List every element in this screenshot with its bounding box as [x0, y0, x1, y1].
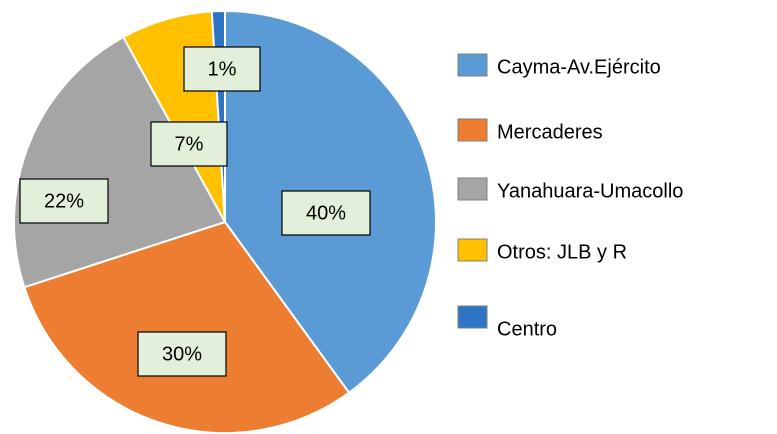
legend-swatch — [457, 238, 488, 262]
data-label-box — [150, 121, 228, 167]
legend-label: Yanahuara-Umacollo — [497, 180, 683, 202]
data-label: 30% — [162, 343, 202, 365]
data-label: 22% — [44, 190, 84, 212]
pie-slice — [13, 35, 227, 289]
legend-swatch — [457, 118, 488, 142]
legend-label: Otros: JLB y R — [497, 241, 627, 263]
data-label: 1% — [208, 58, 237, 80]
legend-label: Centro — [497, 318, 557, 340]
legend-swatch — [457, 305, 488, 329]
legend-label: Cayma-Av.Ejército — [497, 56, 661, 78]
legend-label: Mercaderes — [497, 121, 603, 143]
data-label: 40% — [306, 202, 346, 224]
data-label-box — [137, 331, 227, 377]
pie-slice — [23, 220, 351, 434]
legend-swatch — [457, 177, 488, 201]
data-label: 7% — [175, 133, 204, 155]
data-label-box — [19, 178, 109, 224]
data-label-box — [183, 46, 261, 92]
data-label-box — [281, 190, 371, 236]
legend-swatch — [457, 53, 488, 77]
